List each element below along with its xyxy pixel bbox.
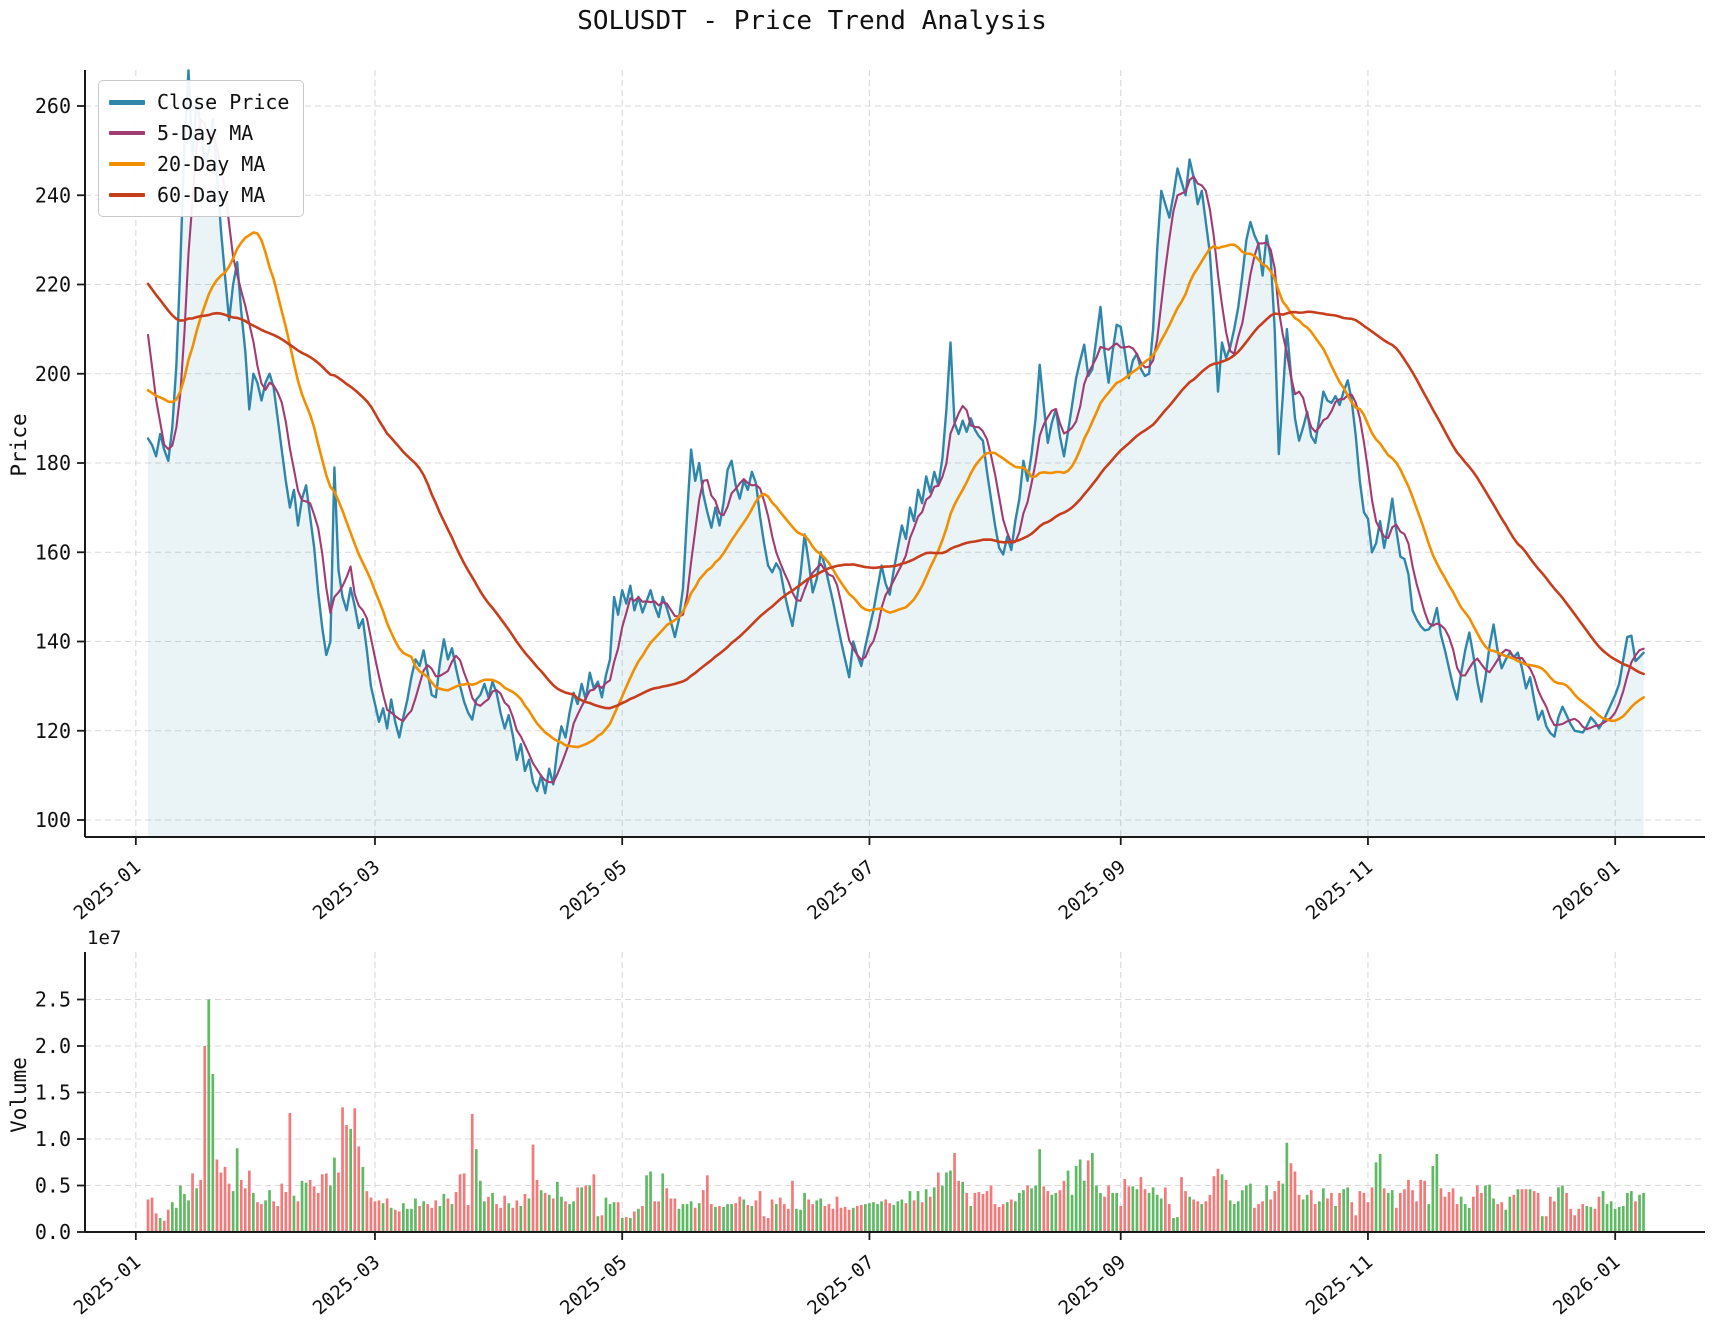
volume-scale-offset-label: 1e7 [87, 927, 121, 949]
legend-label: 20-Day MA [157, 152, 266, 176]
volume-axis-title: Volume [7, 1057, 31, 1133]
close-price-area [148, 70, 1644, 838]
price-tick-label: 220 [35, 273, 71, 297]
volume-tick-label: 1.5 [35, 1081, 71, 1105]
price-date-label: 2025-11 [1302, 856, 1377, 924]
legend: Close Price 5-Day MA 20-Day MA 60-Day MA [98, 80, 305, 217]
price-tick-label: 240 [35, 183, 71, 207]
price-date-label: 2025-01 [70, 856, 145, 924]
tick-marks [77, 105, 1617, 1240]
price-date-label: 2025-03 [309, 856, 384, 924]
price-tick-label: 100 [35, 808, 71, 832]
volume-date-label: 2026-01 [1549, 1251, 1624, 1319]
price-axis-title: Price [7, 413, 31, 476]
price-date-label: 2025-05 [556, 856, 631, 924]
legend-label: Close Price [157, 90, 290, 114]
legend-label: 5-Day MA [157, 121, 254, 145]
volume-date-label: 2025-09 [1054, 1251, 1129, 1319]
price-tick-label: 140 [35, 630, 71, 654]
legend-label: 60-Day MA [157, 183, 266, 207]
ma60-line-swatch [109, 193, 145, 197]
price-tick-label: 160 [35, 540, 71, 564]
price-date-label: 2025-07 [803, 856, 878, 924]
axis-titles: Price Volume [7, 413, 31, 1133]
volume-date-label: 2025-05 [556, 1251, 631, 1319]
close-price-line [146, 69, 1645, 795]
price-tick-label: 180 [35, 451, 71, 475]
volume-tick-label: 0.5 [35, 1174, 71, 1198]
volume-bars [146, 999, 1645, 1233]
volume-tick-label: 2.5 [35, 988, 71, 1012]
close-price-line-swatch [109, 99, 145, 105]
ma20-line [146, 231, 1645, 749]
volume-date-label: 2025-03 [309, 1251, 384, 1319]
volume-date-label: 2025-07 [803, 1251, 878, 1319]
ma5-line [146, 118, 1645, 784]
legend-item-close-price: Close Price [109, 90, 289, 114]
legend-item-ma20: 20-Day MA [109, 152, 289, 176]
price-grid [85, 70, 1705, 837]
volume-grid [85, 952, 1705, 1232]
price-tick-label: 260 [35, 94, 71, 118]
ma60-line [146, 282, 1645, 710]
volume-date-label: 2025-01 [70, 1251, 145, 1319]
legend-item-ma60: 60-Day MA [109, 183, 289, 207]
price-date-label: 2026-01 [1549, 856, 1624, 924]
chart-title: SOLUSDT - Price Trend Analysis [577, 6, 1047, 36]
volume-tick-label: 1.0 [35, 1127, 71, 1151]
price-tick-label: 120 [35, 719, 71, 743]
legend-item-ma5: 5-Day MA [109, 121, 289, 145]
volume-tick-label: 0.0 [35, 1220, 71, 1244]
price-tick-label: 200 [35, 362, 71, 386]
ma20-line-swatch [109, 162, 145, 166]
ma5-line-swatch [109, 131, 145, 135]
volume-date-label: 2025-11 [1302, 1251, 1377, 1319]
price-date-label: 2025-09 [1054, 856, 1129, 924]
volume-tick-label: 2.0 [35, 1034, 71, 1058]
